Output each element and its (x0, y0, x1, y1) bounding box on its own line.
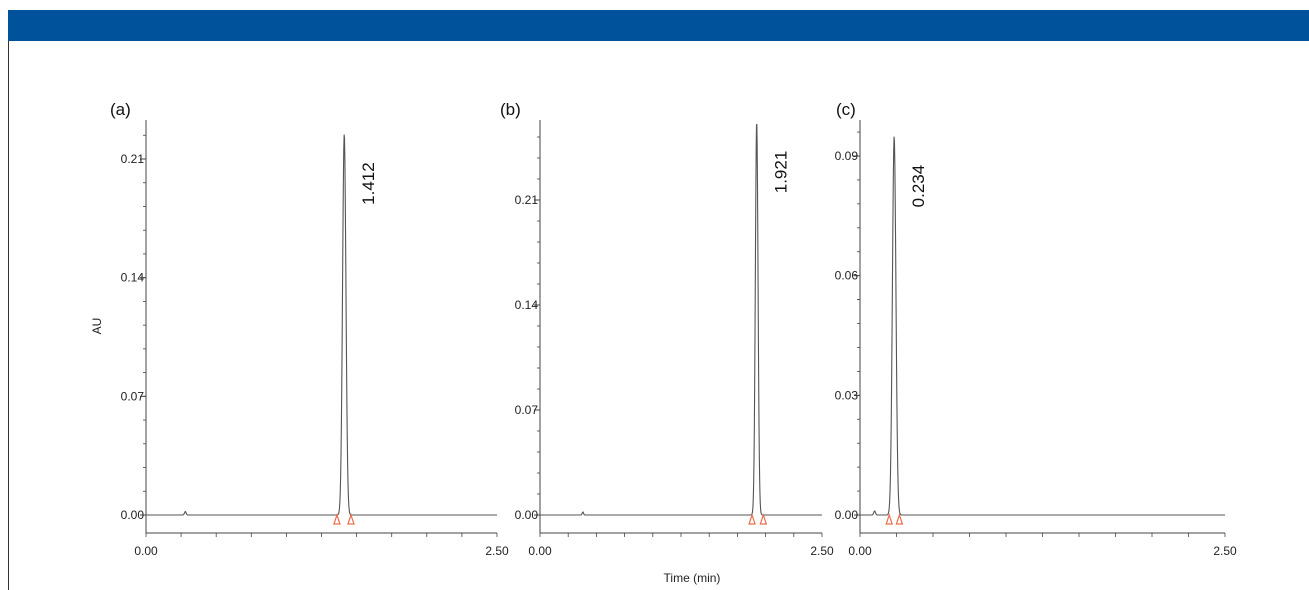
y-tick-label: 0.03 (835, 388, 859, 402)
integration-marker (347, 513, 355, 525)
y-tick-label: 0.07 (515, 403, 539, 417)
x-axis-label: Time (min) (664, 571, 721, 585)
chart-panel-b: (b) 0.00 0.07 0.14 0.21 0.00 2.50 1.921 (500, 100, 834, 558)
panel-label: (b) (500, 100, 521, 119)
y-tick-label: 0.14 (515, 298, 539, 312)
header-bar (8, 10, 1309, 41)
chart-panel-c: (c) 0.00 0.03 0.06 0.09 0.00 2.50 0.234 (835, 100, 1237, 558)
chromatogram-trace (146, 134, 497, 516)
y-axis-label: AU (90, 318, 104, 335)
y-tick-label: 0.00 (121, 508, 145, 522)
y-tick-label: 0.07 (121, 389, 145, 403)
y-tick-label: 0.14 (121, 271, 145, 285)
chromatogram-trace (540, 123, 822, 516)
panel-label: (a) (110, 100, 131, 119)
integration-marker (895, 513, 904, 525)
x-tick-label: 0.00 (134, 544, 158, 558)
y-tick-label: 0.21 (121, 152, 145, 166)
panel-label: (c) (836, 100, 856, 119)
chart-panel-a: (a) 0.00 0.07 0.14 0.21 0.00 2.50 1.412 (110, 100, 509, 558)
y-tick-label: 0.00 (835, 508, 859, 522)
x-tick-label: 0.00 (848, 544, 872, 558)
integration-marker (885, 513, 894, 525)
integration-marker (333, 513, 341, 525)
x-tick-label: 2.50 (810, 544, 834, 558)
peak-label: 0.234 (909, 165, 928, 208)
y-tick-label: 0.06 (835, 269, 859, 283)
peak-label: 1.921 (772, 151, 791, 194)
y-tick-label: 0.21 (515, 193, 539, 207)
x-tick-label: 0.00 (528, 544, 552, 558)
y-tick-label: 0.00 (515, 508, 539, 522)
chromatogram-trace (860, 136, 1225, 516)
x-tick-label: 2.50 (485, 544, 509, 558)
left-border-rule (8, 41, 9, 590)
integration-marker (759, 513, 768, 525)
x-tick-label: 2.50 (1213, 544, 1237, 558)
peak-label: 1.412 (359, 162, 378, 205)
y-tick-label: 0.09 (835, 149, 859, 163)
integration-marker (748, 513, 756, 525)
